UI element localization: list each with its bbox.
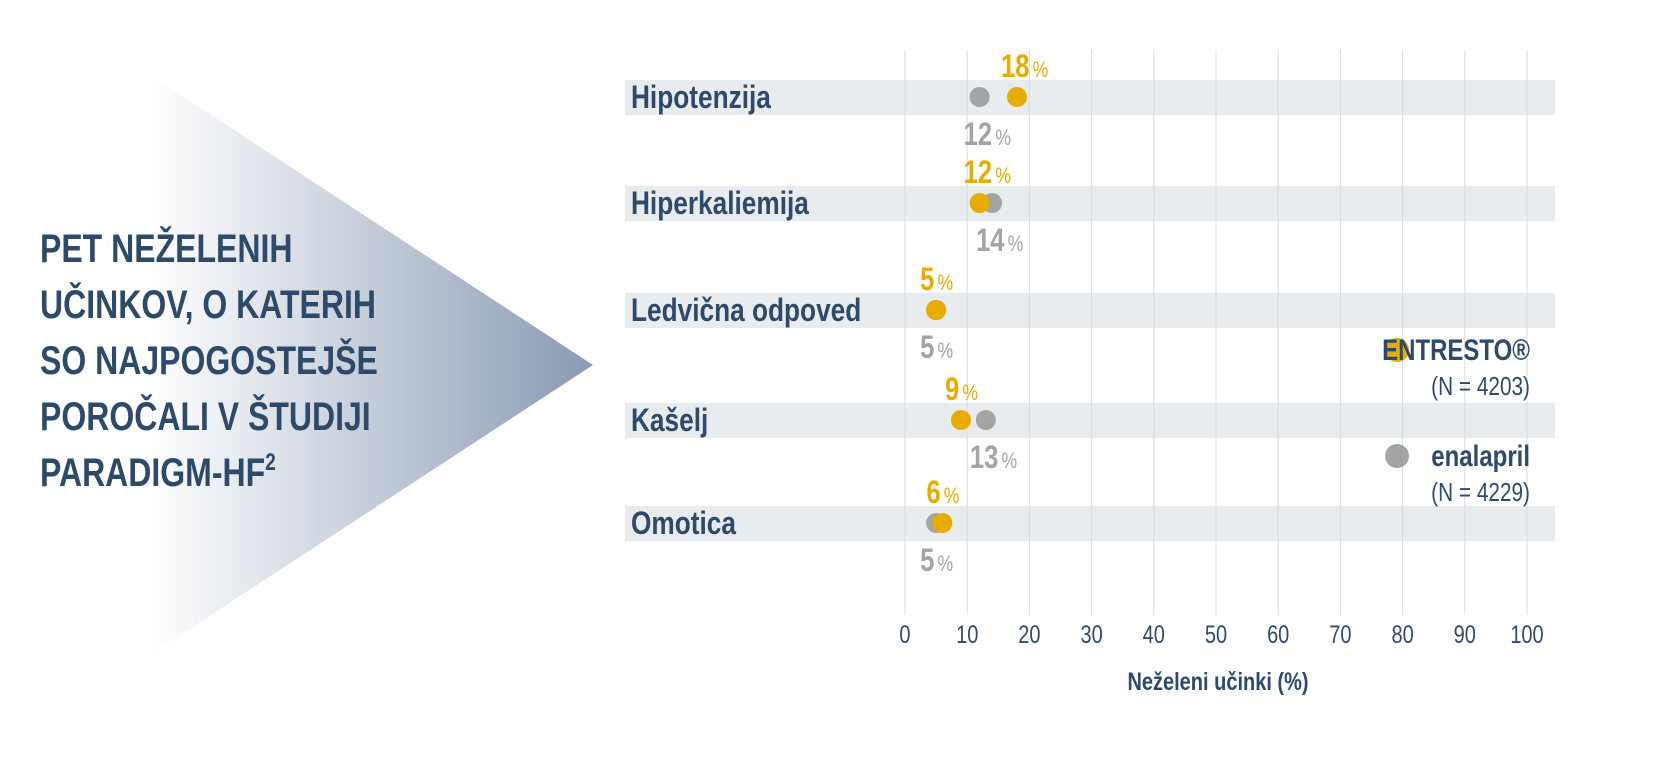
x-tick-label: 80 bbox=[1391, 621, 1413, 649]
entresto-dot bbox=[969, 193, 990, 213]
row-band bbox=[625, 506, 1555, 541]
enalapril-value-label: 5% bbox=[920, 543, 953, 578]
heading-line: PARADIGM-HF2 bbox=[40, 448, 276, 495]
category-label: Kašelj bbox=[631, 404, 708, 439]
x-axis-label: Neželeni učinki (%) bbox=[1127, 668, 1308, 696]
row-band bbox=[625, 186, 1555, 221]
entresto-value-label: 12% bbox=[964, 155, 1011, 190]
x-tick-label: 70 bbox=[1329, 621, 1351, 649]
entresto-dot bbox=[950, 410, 971, 430]
x-tick-label: 50 bbox=[1205, 621, 1227, 649]
category-label: Ledvična odpoved bbox=[631, 294, 861, 329]
x-tick-label: 20 bbox=[1018, 621, 1040, 649]
entresto-value-label: 9% bbox=[945, 372, 978, 407]
enalapril-dot bbox=[969, 87, 990, 107]
x-tick-label: 100 bbox=[1510, 621, 1543, 649]
legend-enalapril-marker bbox=[1385, 444, 1409, 468]
category-label: Hipotenzija bbox=[631, 81, 772, 116]
row-band bbox=[625, 293, 1555, 328]
category-label: Omotica bbox=[631, 507, 737, 542]
legend-series-name: ENTRESTO® bbox=[1382, 332, 1530, 366]
arrow-shape bbox=[150, 75, 593, 655]
heading-line: POROČALI V ŠTUDIJI bbox=[40, 392, 371, 438]
heading-line: SO NAJPOGOSTEJŠE bbox=[40, 336, 378, 382]
entresto-value-label: 18% bbox=[1001, 49, 1048, 84]
enalapril-value-label: 14% bbox=[976, 223, 1023, 258]
heading-line: PET NEŽELENIH bbox=[40, 224, 292, 270]
legend-entresto-marker bbox=[1385, 338, 1409, 362]
heading-superscript: 2 bbox=[265, 448, 276, 476]
enalapril-dot bbox=[975, 410, 996, 430]
x-tick-label: 90 bbox=[1454, 621, 1476, 649]
x-tick-label: 30 bbox=[1080, 621, 1102, 649]
x-tick-label: 0 bbox=[899, 621, 910, 649]
x-tick-label: 10 bbox=[956, 621, 978, 649]
row-band bbox=[625, 403, 1555, 438]
legend-series-name: enalapril bbox=[1431, 438, 1530, 472]
entresto-dot bbox=[932, 513, 953, 533]
entresto-dot bbox=[1006, 87, 1027, 107]
row-band bbox=[625, 80, 1555, 115]
legend-series-n: (N = 4203) bbox=[1431, 372, 1530, 401]
heading-line: UČINKOV, O KATERIH bbox=[40, 280, 376, 326]
x-tick-label: 40 bbox=[1143, 621, 1165, 649]
category-label: Hiperkaliemija bbox=[631, 187, 810, 222]
heading: PET NEŽELENIH UČINKOV, O KATERIH SO NAJPOG… bbox=[40, 224, 378, 494]
enalapril-value-label: 13% bbox=[970, 440, 1017, 475]
entresto-dot bbox=[926, 300, 947, 320]
enalapril-value-label: 12% bbox=[964, 117, 1011, 152]
x-tick-label: 60 bbox=[1267, 621, 1289, 649]
legend-series-n: (N = 4229) bbox=[1431, 478, 1530, 507]
enalapril-value-label: 5% bbox=[920, 330, 953, 365]
entresto-value-label: 5% bbox=[920, 262, 953, 297]
entresto-value-label: 6% bbox=[926, 475, 959, 510]
